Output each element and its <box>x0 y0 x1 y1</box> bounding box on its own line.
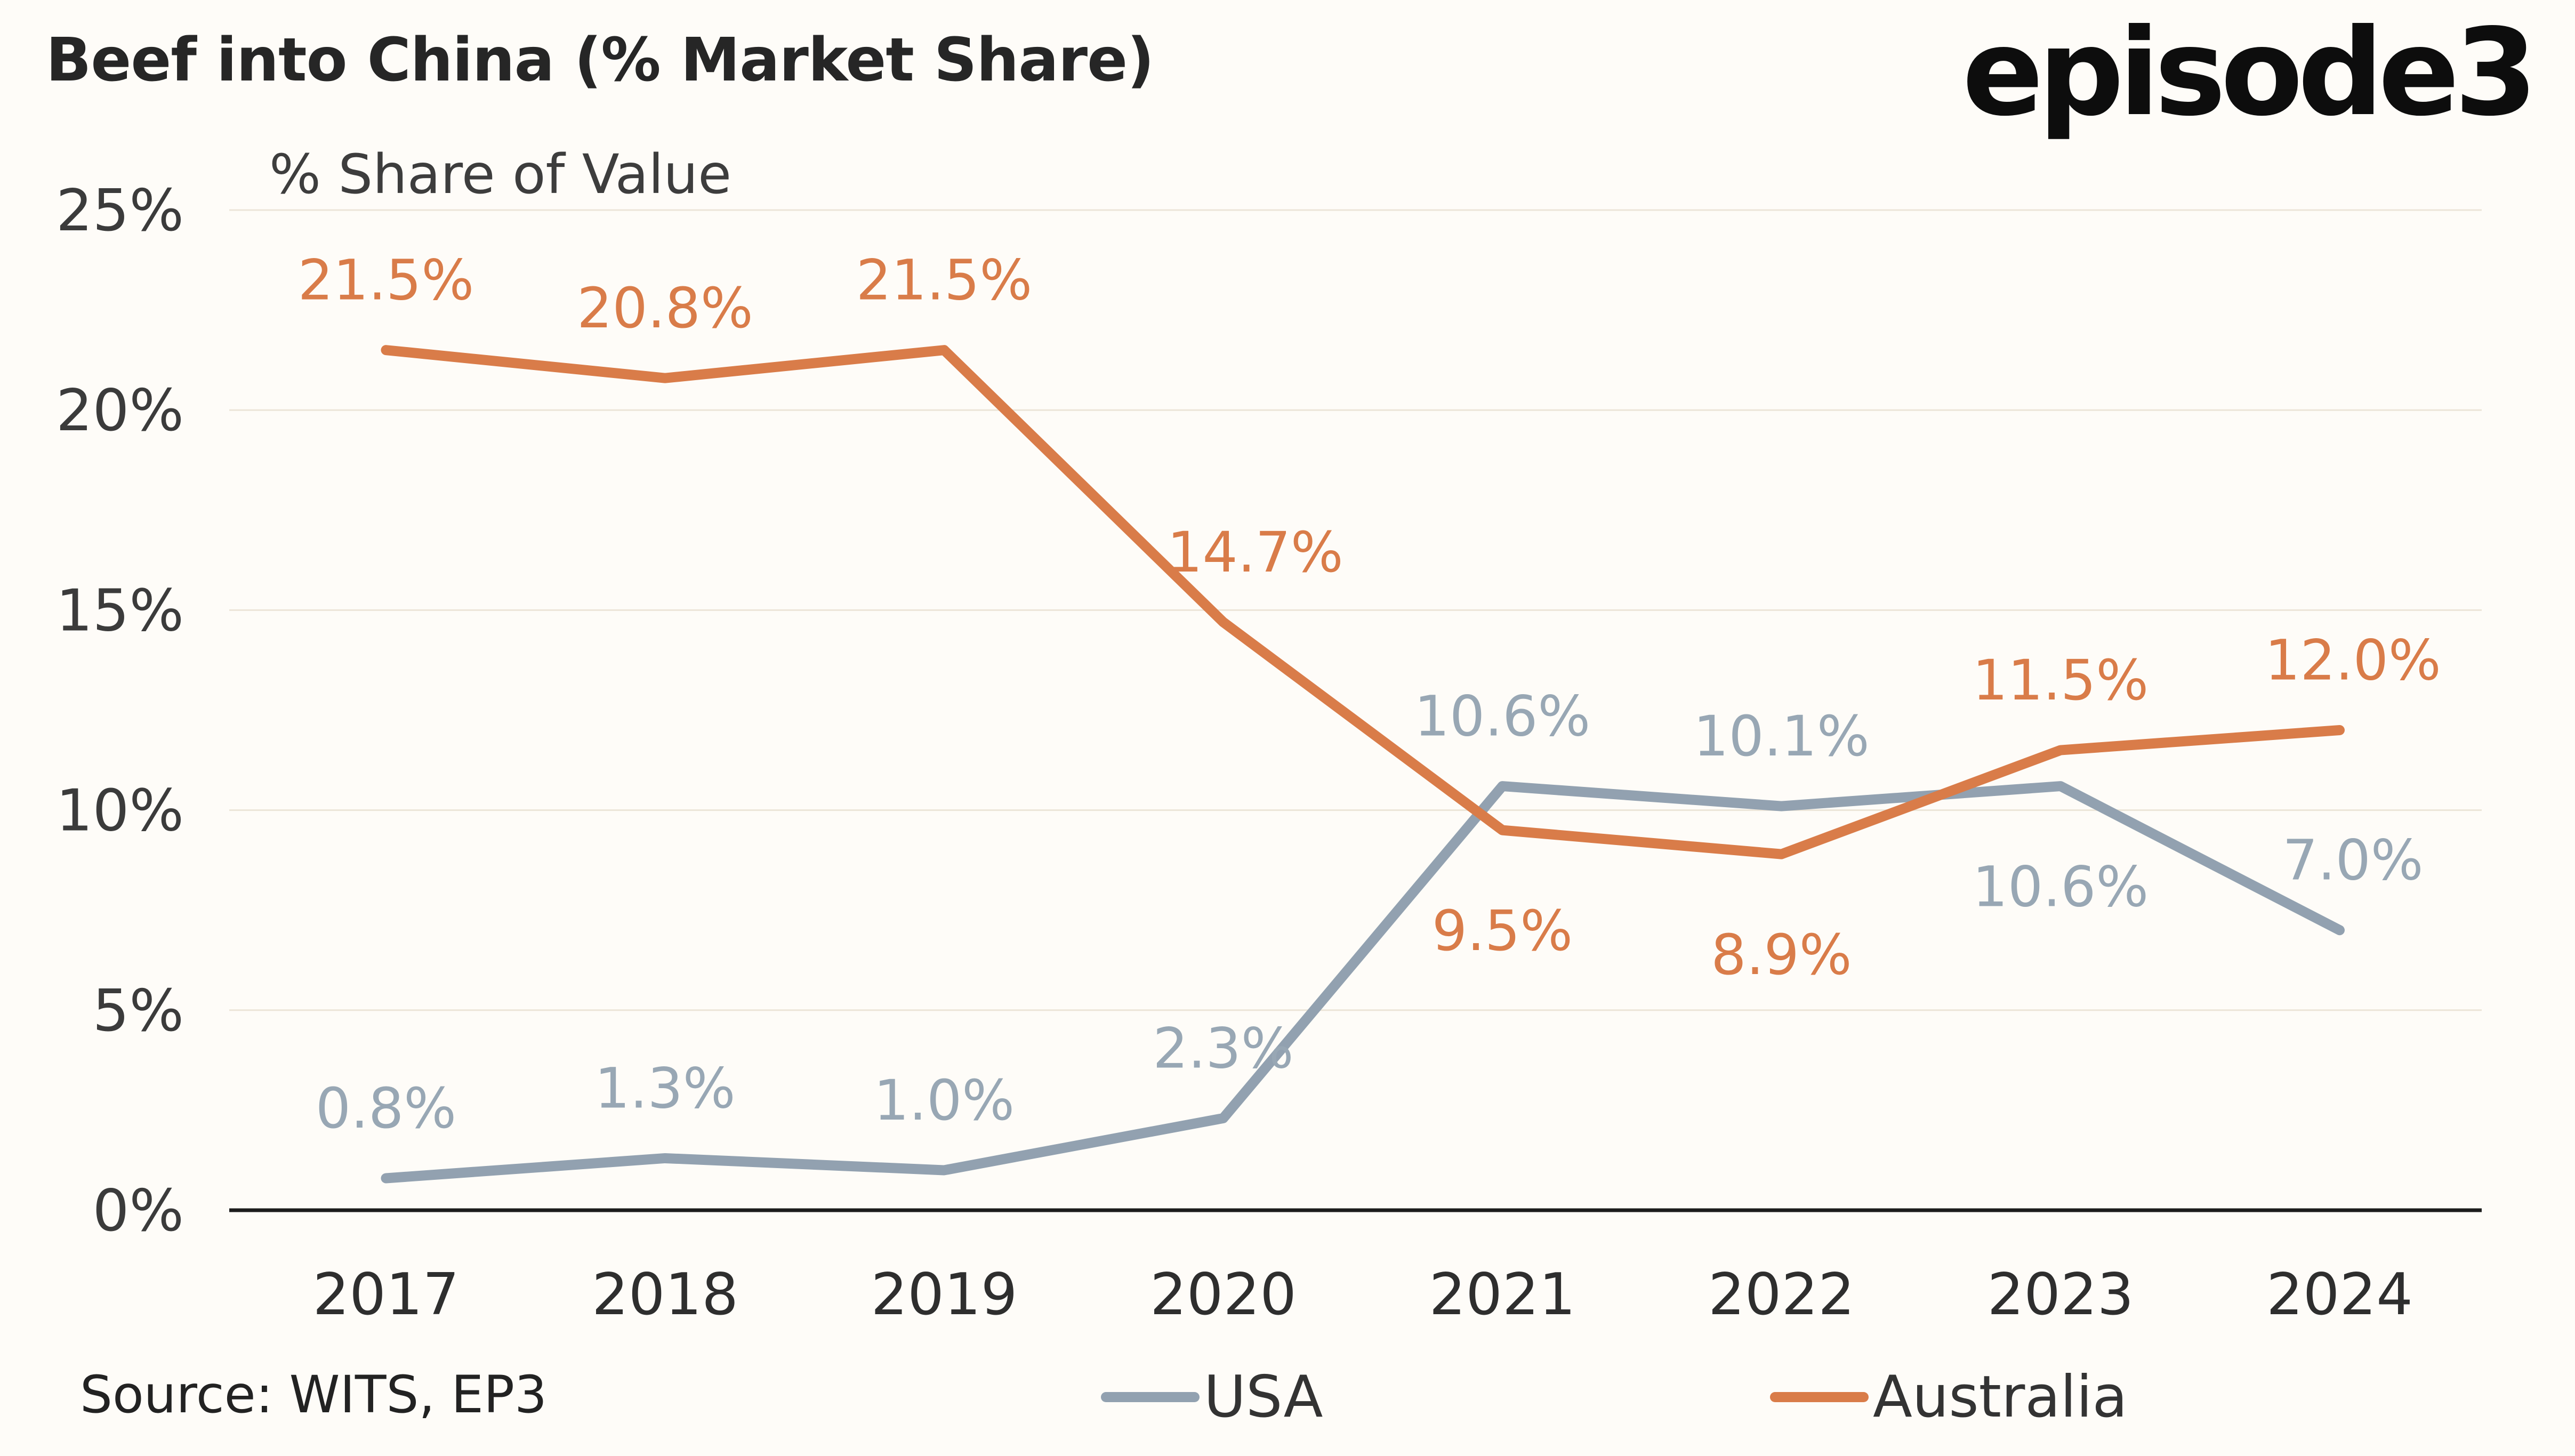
data-label-australia: 20.8% <box>577 276 753 341</box>
y-tick-label: 5% <box>93 978 184 1044</box>
data-label-australia: 8.9% <box>1711 922 1852 987</box>
data-label-australia: 11.5% <box>1973 648 2148 713</box>
episode3-logo: episode3 <box>1962 3 2538 143</box>
data-label-usa: 10.1% <box>1693 704 1869 769</box>
x-tick-label: 2021 <box>1429 1261 1576 1328</box>
data-label-usa: 10.6% <box>1973 855 2148 920</box>
y-axis-title: % Share of Value <box>269 143 731 206</box>
x-tick-label: 2022 <box>1708 1261 1855 1328</box>
data-label-usa: 7.0% <box>2282 828 2423 893</box>
data-label-usa: 1.0% <box>874 1068 1015 1133</box>
chart-title: Beef into China (% Market Share) <box>46 26 1154 95</box>
australia-line-swatch <box>1770 1391 1869 1402</box>
y-tick-label: 15% <box>56 577 184 644</box>
y-tick-label: 25% <box>56 178 184 244</box>
legend-item-australia: Australia <box>1770 1363 2128 1430</box>
series-line-australia <box>381 345 2345 859</box>
legend-label-australia: Australia <box>1873 1363 2128 1430</box>
x-tick-label: 2017 <box>313 1261 460 1328</box>
data-label-usa: 1.3% <box>594 1056 735 1121</box>
x-tick-label: 2024 <box>2266 1261 2413 1328</box>
usa-line-swatch <box>1101 1391 1200 1402</box>
source-note: Source: WITS, EP3 <box>80 1365 548 1425</box>
data-label-australia: 21.5% <box>856 248 1032 313</box>
series-line-usa <box>381 781 2345 1184</box>
x-tick-label: 2020 <box>1150 1261 1297 1328</box>
data-label-usa: 2.3% <box>1153 1016 1293 1081</box>
x-tick-label: 2018 <box>592 1261 738 1328</box>
legend-item-usa: USA <box>1101 1363 1323 1430</box>
data-label-australia: 21.5% <box>298 248 474 313</box>
data-label-usa: 10.6% <box>1414 684 1590 749</box>
x-tick-label: 2023 <box>1987 1261 2134 1328</box>
data-label-australia: 14.7% <box>1167 520 1343 585</box>
y-tick-label: 10% <box>56 778 184 844</box>
y-tick-label: 20% <box>56 377 184 444</box>
data-label-usa: 0.8% <box>316 1076 456 1141</box>
legend-label-usa: USA <box>1204 1363 1323 1430</box>
data-label-australia: 9.5% <box>1432 898 1573 963</box>
x-tick-label: 2019 <box>871 1261 1018 1328</box>
data-label-australia: 12.0% <box>2265 628 2441 693</box>
y-tick-label: 0% <box>93 1178 184 1244</box>
